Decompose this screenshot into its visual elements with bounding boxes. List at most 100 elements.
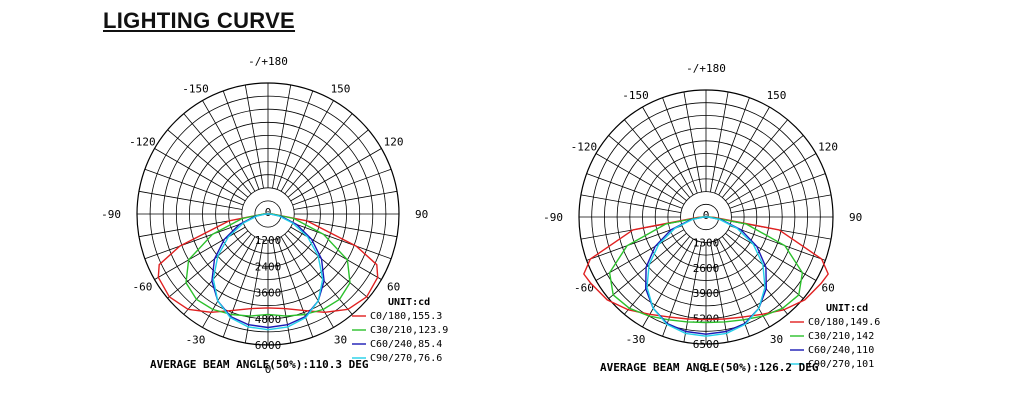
- grid-spoke: [183, 233, 252, 315]
- grid-spoke: [284, 113, 353, 195]
- grid-spoke: [710, 91, 729, 193]
- angle-label: 90: [849, 211, 862, 224]
- angle-label: -120: [129, 136, 156, 149]
- grid-spoke: [721, 236, 788, 315]
- grid-spoke: [290, 226, 382, 280]
- page-title: LIGHTING CURVE: [103, 8, 296, 33]
- grid-spoke: [683, 241, 702, 343]
- grid-spoke: [586, 225, 683, 261]
- grid-spoke: [244, 84, 264, 189]
- grid-spoke: [167, 230, 249, 299]
- grid-spoke: [710, 241, 729, 343]
- grid-spoke: [718, 106, 770, 196]
- polar-chart-2: -/+180 150 120 90 60 30 0 -30 -60 -90 -120 -150 0 130…: [543, 62, 880, 375]
- radial-tick-label: 2400: [255, 260, 282, 273]
- grid-spoke: [154, 226, 246, 280]
- radial-tick-label: 2600: [693, 262, 720, 275]
- grid-spoke: [624, 119, 691, 198]
- radial-tick-label: 1200: [255, 234, 282, 247]
- angle-label: -/+180: [248, 55, 288, 68]
- series-curve-4: [212, 213, 324, 331]
- grid-spoke: [284, 233, 353, 315]
- grid-spoke: [138, 218, 243, 238]
- grid-spoke: [202, 100, 256, 192]
- angle-label: -30: [626, 333, 646, 346]
- grid-spoke: [727, 153, 817, 205]
- grid-spoke: [725, 135, 804, 202]
- angle-label: -/+180: [686, 62, 726, 75]
- grid-spoke: [595, 153, 685, 205]
- angle-label: 150: [767, 89, 787, 102]
- grid-spoke: [624, 236, 691, 315]
- angle-label: 60: [821, 282, 834, 295]
- grid-spoke: [272, 84, 292, 189]
- series-curve-1: [583, 216, 829, 321]
- legend-label: C0/180,149.6: [808, 317, 880, 328]
- grid-spoke: [183, 113, 252, 195]
- legend-label: C90/270,101: [808, 359, 874, 370]
- radial-tick-label: 6500: [693, 338, 720, 351]
- grid-spoke: [725, 232, 804, 299]
- grid-spoke: [280, 100, 334, 192]
- legend-label: C90/270,76.6: [370, 353, 442, 364]
- grid-spoke: [287, 230, 369, 299]
- radial-tick-label: 3900: [693, 287, 720, 300]
- grid-spoke: [287, 129, 369, 198]
- angle-label: -90: [101, 208, 121, 221]
- grid-spoke: [144, 168, 244, 206]
- radial-tick-label: 3600: [255, 287, 282, 300]
- unit-label: UNIT:cd: [388, 297, 430, 308]
- grid-spoke: [154, 148, 246, 202]
- radial-tick-label: 6000: [255, 339, 282, 352]
- angle-label: -90: [543, 211, 563, 224]
- angle-label: -60: [132, 281, 152, 294]
- grid-spoke: [714, 97, 750, 194]
- series-curve-3: [211, 213, 325, 329]
- legend-label: C30/210,142: [808, 331, 874, 342]
- unit-label: UNIT:cd: [826, 303, 868, 314]
- series-curve-2: [185, 213, 351, 317]
- series-curve-1: [157, 213, 379, 313]
- series-curve-3: [645, 216, 767, 335]
- grid-spoke: [729, 173, 826, 209]
- grid-spoke: [222, 90, 260, 190]
- angle-label: 120: [384, 136, 404, 149]
- angle-label: 30: [770, 333, 783, 346]
- grid-spoke: [293, 218, 398, 238]
- grid-spoke: [683, 91, 702, 193]
- grid-spoke: [290, 148, 382, 202]
- grid-spoke: [293, 190, 398, 210]
- grid-circle: [254, 200, 282, 228]
- grid-spoke: [580, 194, 682, 213]
- grid-spoke: [276, 90, 314, 190]
- legend-label: C0/180,155.3: [370, 311, 442, 322]
- angle-label: 30: [334, 334, 347, 347]
- angle-label: 120: [818, 141, 838, 154]
- grid-spoke: [244, 239, 264, 344]
- legend-label: C30/210,123.9: [370, 325, 448, 336]
- radial-tick-label: 1300: [693, 236, 720, 249]
- grid-spoke: [729, 225, 826, 261]
- polar-chart-1: -/+180 150 120 90 60 30 0 -30 -60 -90 -120 -150 0 120…: [101, 55, 448, 376]
- angle-label: -30: [186, 334, 206, 347]
- angle-label: -150: [622, 89, 649, 102]
- grid-spoke: [608, 135, 687, 202]
- grid-spoke: [292, 168, 392, 206]
- grid-spoke: [292, 222, 392, 260]
- grid-circle: [692, 203, 720, 231]
- angle-label: 90: [415, 208, 428, 221]
- angle-label: -150: [182, 82, 209, 95]
- legend-label: C60/240,110: [808, 345, 874, 356]
- radial-tick-label: 0: [703, 209, 710, 222]
- grid-spoke: [167, 129, 249, 198]
- grid-spoke: [608, 232, 687, 299]
- legend-label: C60/240,85.4: [370, 339, 442, 350]
- grid-spoke: [144, 222, 244, 260]
- grid-spoke: [276, 238, 314, 338]
- series-curve-2: [608, 216, 804, 324]
- grid-spoke: [642, 238, 694, 328]
- angle-label: 0: [703, 362, 710, 375]
- grid-spoke: [586, 173, 683, 209]
- radial-tick-label: 0: [265, 206, 272, 219]
